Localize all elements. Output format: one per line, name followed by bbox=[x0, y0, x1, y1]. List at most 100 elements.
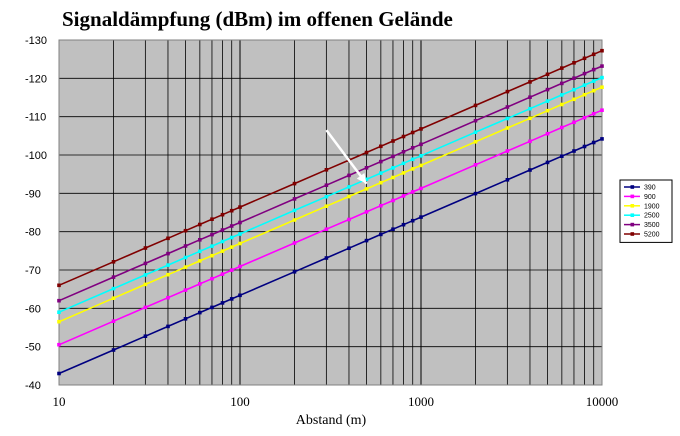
data-point bbox=[528, 116, 532, 121]
series-1900 bbox=[57, 85, 604, 324]
data-point bbox=[572, 97, 576, 102]
data-point bbox=[379, 203, 383, 208]
data-point bbox=[572, 61, 576, 65]
data-point bbox=[582, 115, 587, 120]
data-point bbox=[364, 187, 369, 191]
data-point bbox=[229, 297, 234, 301]
legend-label: 2500 bbox=[644, 213, 660, 220]
data-point bbox=[220, 239, 225, 244]
data-point bbox=[210, 276, 214, 281]
data-point bbox=[166, 272, 170, 277]
data-point bbox=[229, 208, 234, 213]
y-tick-label: -50 bbox=[25, 342, 41, 354]
data-point bbox=[419, 154, 423, 158]
data-point bbox=[57, 298, 61, 303]
annotation-layer bbox=[325, 129, 368, 185]
legend-label: 1900 bbox=[644, 203, 660, 210]
data-point bbox=[401, 134, 406, 139]
legend-item: 900 bbox=[624, 194, 656, 201]
data-point bbox=[292, 197, 297, 201]
data-point bbox=[238, 264, 242, 269]
data-point bbox=[582, 92, 587, 97]
data-point bbox=[210, 217, 214, 221]
data-point bbox=[560, 102, 564, 107]
data-point bbox=[210, 244, 214, 248]
data-point bbox=[364, 150, 369, 155]
data-point bbox=[347, 217, 351, 222]
data-point bbox=[57, 310, 61, 314]
data-point bbox=[111, 275, 116, 279]
series-2500 bbox=[57, 75, 604, 314]
data-point bbox=[292, 208, 297, 213]
legend-label: 3500 bbox=[644, 222, 660, 229]
data-point bbox=[379, 171, 383, 175]
data-point bbox=[582, 144, 587, 149]
data-point bbox=[591, 111, 596, 116]
data-point bbox=[473, 130, 478, 134]
data-point bbox=[364, 166, 369, 170]
data-point bbox=[292, 181, 297, 186]
data-point bbox=[183, 255, 188, 260]
data-point bbox=[410, 218, 415, 223]
data-point bbox=[364, 210, 369, 214]
legend-item: 5200 bbox=[624, 232, 660, 239]
legend-box bbox=[619, 179, 673, 243]
series-line bbox=[58, 86, 603, 323]
data-point bbox=[143, 246, 148, 250]
data-point bbox=[111, 260, 116, 264]
data-point bbox=[238, 293, 242, 298]
data-point bbox=[166, 236, 170, 241]
data-point bbox=[143, 282, 148, 287]
vertical-gridlines bbox=[58, 40, 603, 385]
data-point bbox=[528, 168, 532, 172]
data-point bbox=[324, 183, 329, 187]
data-point bbox=[572, 87, 576, 92]
data-point bbox=[111, 286, 116, 291]
data-point bbox=[473, 118, 478, 123]
data-point bbox=[410, 167, 415, 171]
data-point bbox=[379, 159, 383, 164]
data-point bbox=[57, 371, 61, 376]
annotation-arrow-shaft bbox=[325, 129, 368, 185]
series-line bbox=[58, 76, 603, 313]
series-line bbox=[58, 138, 603, 375]
data-point bbox=[545, 72, 550, 77]
data-point bbox=[410, 190, 415, 194]
data-point bbox=[528, 106, 532, 111]
data-point bbox=[410, 157, 415, 162]
data-point bbox=[410, 146, 415, 150]
data-point bbox=[545, 160, 550, 165]
chart-title: Signaldämpfung (dBm) im offenen Gelände bbox=[62, 7, 453, 31]
data-point bbox=[347, 185, 351, 189]
data-point bbox=[591, 79, 596, 83]
data-point bbox=[560, 93, 564, 97]
data-point bbox=[111, 319, 116, 323]
plot-frame bbox=[58, 39, 603, 386]
data-point bbox=[391, 154, 395, 159]
data-point bbox=[198, 310, 202, 315]
series-3500 bbox=[57, 64, 604, 303]
data-point bbox=[473, 140, 478, 144]
series-line bbox=[58, 49, 603, 287]
legend-marker bbox=[630, 222, 635, 227]
legend-item: 1900 bbox=[624, 203, 660, 210]
legend-item: 2500 bbox=[624, 213, 660, 220]
data-point bbox=[229, 268, 234, 272]
data-point bbox=[545, 131, 550, 136]
data-point bbox=[560, 66, 564, 70]
y-tick-label: -120 bbox=[25, 73, 47, 85]
legend-item: 3500 bbox=[624, 222, 660, 229]
data-point bbox=[238, 205, 242, 209]
data-point bbox=[591, 88, 596, 93]
y-tick-label: -90 bbox=[25, 188, 41, 200]
data-point bbox=[166, 263, 170, 267]
data-point bbox=[347, 194, 351, 199]
data-point bbox=[391, 198, 395, 203]
data-point bbox=[379, 180, 383, 185]
data-point bbox=[560, 154, 564, 158]
y-tick-label: -130 bbox=[25, 35, 47, 47]
data-point bbox=[572, 120, 576, 125]
data-point bbox=[505, 105, 510, 109]
data-point bbox=[229, 224, 234, 228]
